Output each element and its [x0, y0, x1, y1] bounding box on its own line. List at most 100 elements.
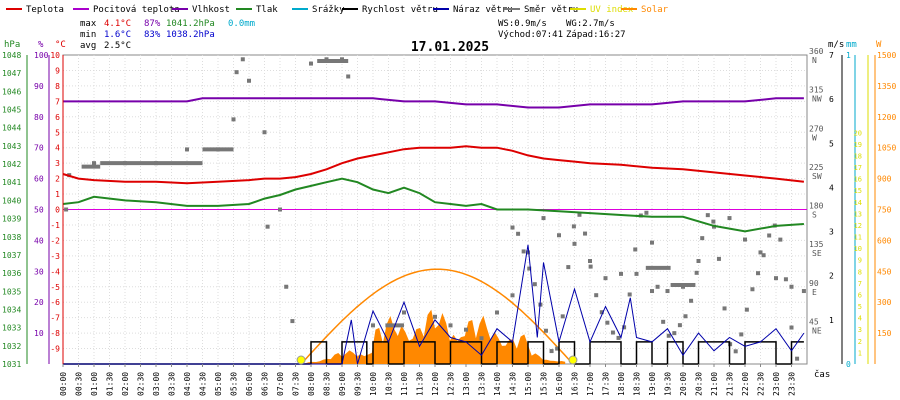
x-tick-label: 10:00: [369, 372, 378, 396]
wind-direction-point: [278, 207, 282, 212]
wind-direction-point: [683, 314, 688, 319]
x-tick-label: 03:30: [168, 372, 177, 396]
solar-tick-label: 450: [877, 267, 892, 276]
x-tick-label: 15:30: [540, 372, 549, 396]
humidity-tick-label: 50: [34, 206, 44, 215]
temperature-tick-label: 4: [55, 144, 60, 153]
wind-direction-point: [789, 284, 794, 289]
sunset-marker: [568, 355, 578, 365]
wind-direction-point: [549, 349, 554, 354]
wind-direction-point: [541, 216, 546, 221]
wind-direction-point: [627, 292, 632, 297]
wind-direction-point: [727, 216, 732, 221]
x-tick-label: 00:00: [59, 372, 68, 396]
humidity-tick-label: 60: [34, 175, 44, 184]
legend-item-label: Tlak: [256, 5, 278, 15]
wind-direction-point: [402, 310, 406, 315]
wind-direction-point: [543, 328, 548, 333]
wind-direction-point: [672, 331, 677, 336]
wind-direction-point: [801, 289, 806, 294]
temperature-tick-label: -9: [50, 345, 60, 354]
stats-max-temp: 4.1°C: [104, 19, 131, 29]
wind-direction-point: [722, 306, 727, 311]
x-tick-label: 16:00: [555, 372, 564, 396]
x-tick-label: 09:00: [338, 372, 347, 396]
wind-direction-point: [526, 250, 530, 255]
temperature-tick-label: -5: [50, 283, 60, 292]
solar-tick-label: 900: [877, 175, 892, 184]
wind-direction-point: [744, 307, 749, 312]
pressure-tick-label: 1046: [2, 87, 21, 96]
pressure-tick-label: 1043: [2, 142, 21, 151]
x-tick-label: 02:00: [121, 372, 130, 396]
axis-unit-hpa: hPa: [4, 40, 20, 50]
wind-direction-point: [594, 293, 599, 298]
x-tick-label: 06:00: [245, 372, 254, 396]
humidity-tick-label: 70: [34, 144, 44, 153]
stats-panel: max 4.1°C 87% 1041.2hPa 0.0mm min 1.6°C …: [80, 19, 255, 51]
wind-direction-point: [464, 327, 468, 332]
uv-tick-label: 20: [854, 129, 862, 137]
x-tick-label: 04:00: [183, 372, 192, 396]
solar-tick-label: 750: [877, 206, 892, 215]
wind-direction-point: [599, 310, 604, 315]
uv-tick-label: 19: [854, 141, 862, 149]
wind-speed-tick-label: 5: [829, 139, 834, 148]
wind-dir-degree-label: 270: [809, 124, 824, 133]
x-tick-label: 22:00: [741, 372, 750, 396]
pressure-tick-label: 1041: [2, 178, 21, 187]
wind-direction-point: [767, 233, 772, 238]
wind-direction-point: [433, 314, 437, 319]
wind-direction-point: [774, 276, 778, 281]
stats-max-hum: 87%: [144, 19, 161, 29]
wind-dir-compass-label: E: [812, 288, 817, 297]
x-tick-label: 12:00: [431, 372, 440, 396]
humidity-series-line: [63, 97, 804, 109]
x-tick-label: 13:00: [462, 372, 471, 396]
stats-min-temp: 1.6°C: [104, 30, 131, 40]
legend-item-label: Solar: [641, 5, 669, 15]
sunrise-time: Východ:07:41: [498, 30, 563, 40]
humidity-tick-label: 40: [34, 236, 44, 245]
x-tick-label: 19:00: [648, 372, 657, 396]
wind-direction-point: [572, 241, 577, 246]
pressure-tick-label: 1047: [2, 69, 21, 78]
wind-direction-point: [309, 61, 313, 66]
wind-speed-tick-label: 7: [829, 51, 834, 60]
wind-direction-point: [665, 289, 670, 294]
pressure-tick-label: 1035: [2, 287, 21, 296]
wind-direction-point: [711, 219, 716, 224]
wind-direction-point: [689, 298, 694, 303]
wind-direction-point: [650, 240, 654, 245]
x-tick-label: 14:00: [493, 372, 502, 396]
pressure-tick-label: 1042: [2, 160, 21, 169]
stats-max-rain: 0.0mm: [228, 19, 255, 29]
stats-min-press: 1038.2hPa: [166, 30, 215, 40]
wind-direction-point: [346, 74, 351, 79]
x-tick-label: 05:30: [230, 372, 239, 396]
x-tick-label: 17:00: [586, 372, 595, 396]
wind-direction-point: [644, 210, 649, 215]
wind-direction-point: [495, 310, 499, 315]
x-tick-label: 13:30: [478, 372, 487, 396]
x-tick-label: 12:30: [447, 372, 456, 396]
axis-unit-degc: °C: [55, 40, 66, 50]
wind-dir-degree-label: 90: [809, 279, 819, 288]
x-tick-label: 14:30: [509, 372, 518, 396]
wind-direction-point: [616, 335, 621, 340]
wind-direction-point: [783, 277, 788, 282]
wind-direction-point: [566, 265, 571, 270]
wind-direction-point: [571, 224, 576, 229]
x-tick-label: 18:30: [633, 372, 642, 396]
x-tick-label: 02:30: [137, 372, 146, 396]
temperature-tick-label: -8: [50, 329, 60, 338]
solar-tick-label: 300: [877, 298, 892, 307]
wind-direction-point: [262, 130, 267, 135]
wind-dir-compass-label: SW: [812, 172, 822, 181]
wind-gust-max: WG:2.7m/s: [566, 19, 615, 29]
wind-direction-point: [588, 264, 593, 269]
wind-direction-point: [603, 276, 608, 281]
axis-unit-mm: mm: [846, 40, 857, 50]
wind-dir-compass-label: NE: [812, 326, 822, 335]
temperature-tick-label: -3: [50, 252, 60, 261]
